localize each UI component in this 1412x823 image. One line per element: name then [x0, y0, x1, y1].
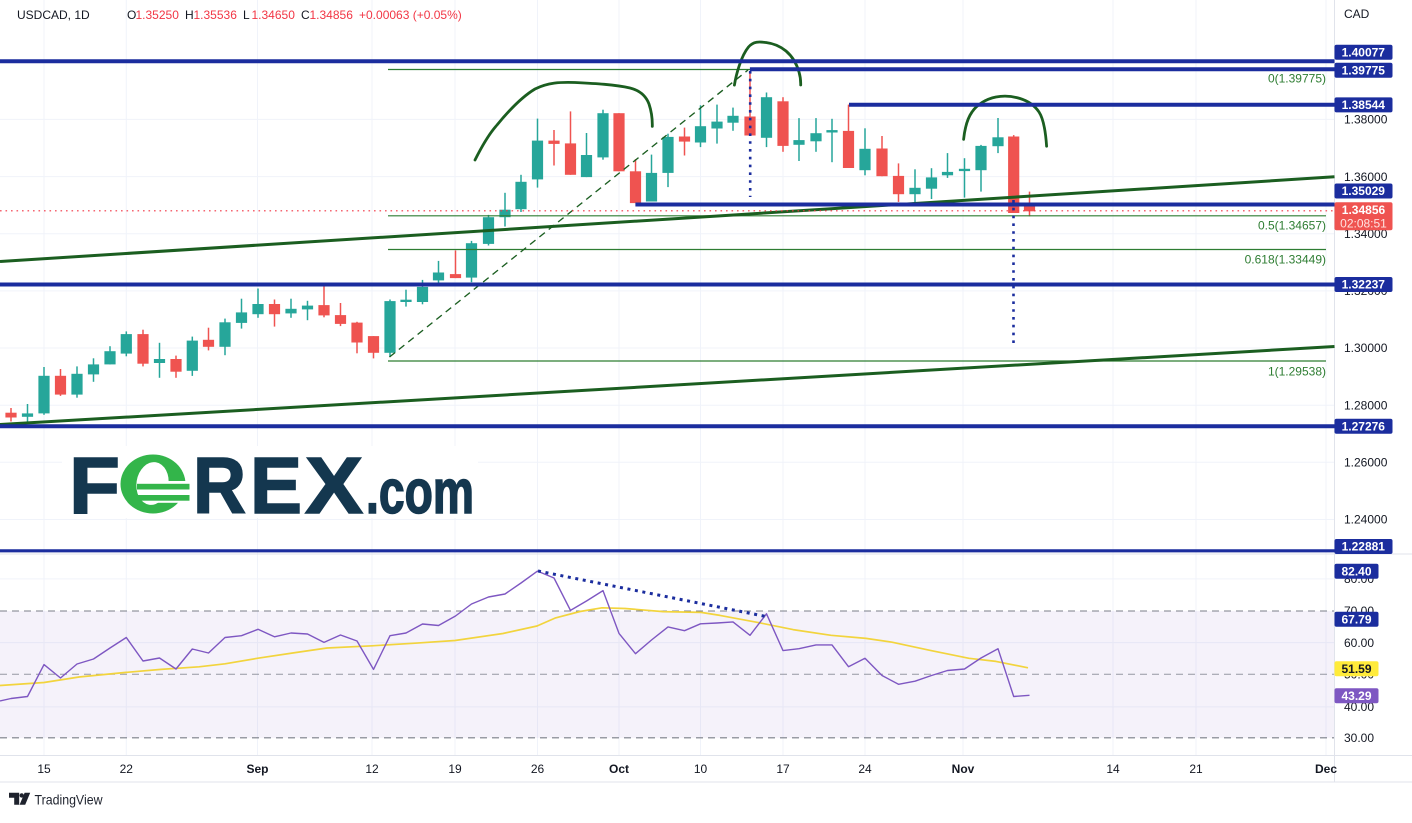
svg-text:51.59: 51.59	[1341, 662, 1371, 676]
svg-text:15: 15	[37, 762, 51, 776]
svg-text:E: E	[250, 441, 302, 530]
svg-text:02:08:51: 02:08:51	[1340, 216, 1387, 230]
svg-text:26: 26	[531, 762, 545, 776]
svg-text:21: 21	[1189, 762, 1203, 776]
svg-text:O: O	[127, 8, 136, 22]
svg-text:24: 24	[858, 762, 872, 776]
svg-text:F: F	[69, 441, 120, 530]
svg-text:1(1.29538): 1(1.29538)	[1268, 365, 1326, 379]
svg-text:1.34856: 1.34856	[310, 8, 354, 22]
svg-text:60.00: 60.00	[1344, 636, 1374, 650]
svg-text:L: L	[243, 8, 250, 22]
svg-text:USDCAD, 1D: USDCAD, 1D	[17, 8, 90, 22]
svg-text:1.28000: 1.28000	[1344, 398, 1388, 412]
svg-text:43.29: 43.29	[1341, 689, 1371, 703]
svg-text:TradingView: TradingView	[35, 793, 103, 808]
svg-text:1.40077: 1.40077	[1342, 45, 1386, 59]
svg-text:0.618(1.33449): 0.618(1.33449)	[1245, 253, 1326, 267]
svg-text:1.35029: 1.35029	[1342, 184, 1386, 198]
svg-text:1.22881: 1.22881	[1342, 540, 1386, 554]
svg-text:C: C	[301, 8, 310, 22]
svg-text:1.27276: 1.27276	[1342, 420, 1386, 434]
svg-text:1.38544: 1.38544	[1342, 98, 1386, 112]
svg-text:12: 12	[365, 762, 379, 776]
svg-text:67.79: 67.79	[1341, 613, 1371, 627]
svg-text:+0.00063 (+0.05%): +0.00063 (+0.05%)	[359, 8, 462, 22]
svg-text:40.00: 40.00	[1344, 700, 1374, 714]
svg-text:1.36000: 1.36000	[1344, 170, 1388, 184]
svg-text:14: 14	[1106, 762, 1120, 776]
svg-text:0(1.39775): 0(1.39775)	[1268, 72, 1326, 86]
svg-text:1.26000: 1.26000	[1344, 456, 1388, 470]
svg-text:Oct: Oct	[609, 762, 629, 776]
svg-text:10: 10	[694, 762, 708, 776]
svg-text:Dec: Dec	[1315, 762, 1337, 776]
svg-text:H: H	[185, 8, 194, 22]
svg-text:Sep: Sep	[246, 762, 268, 776]
svg-text:1.38000: 1.38000	[1344, 113, 1388, 127]
svg-text:1.32237: 1.32237	[1342, 278, 1386, 292]
svg-text:Nov: Nov	[952, 762, 975, 776]
svg-text:1.24000: 1.24000	[1344, 513, 1388, 527]
svg-text:1.34000: 1.34000	[1344, 227, 1388, 241]
svg-text:1.39775: 1.39775	[1342, 63, 1386, 77]
svg-text:19: 19	[448, 762, 462, 776]
svg-text:1.30000: 1.30000	[1344, 341, 1388, 355]
svg-text:17: 17	[776, 762, 790, 776]
svg-text:22: 22	[120, 762, 134, 776]
svg-text:0.5(1.34657): 0.5(1.34657)	[1258, 219, 1326, 233]
svg-text:CAD: CAD	[1344, 7, 1370, 21]
svg-text:1.34856: 1.34856	[1342, 203, 1386, 217]
svg-text:X: X	[305, 441, 363, 530]
svg-text:1.34650: 1.34650	[252, 8, 296, 22]
svg-text:1.35536: 1.35536	[194, 8, 238, 22]
svg-text:R: R	[193, 441, 246, 530]
svg-text:.com: .com	[366, 458, 474, 527]
svg-text:30.00: 30.00	[1344, 731, 1374, 745]
svg-text:1.35250: 1.35250	[136, 8, 180, 22]
svg-text:82.40: 82.40	[1341, 565, 1371, 579]
